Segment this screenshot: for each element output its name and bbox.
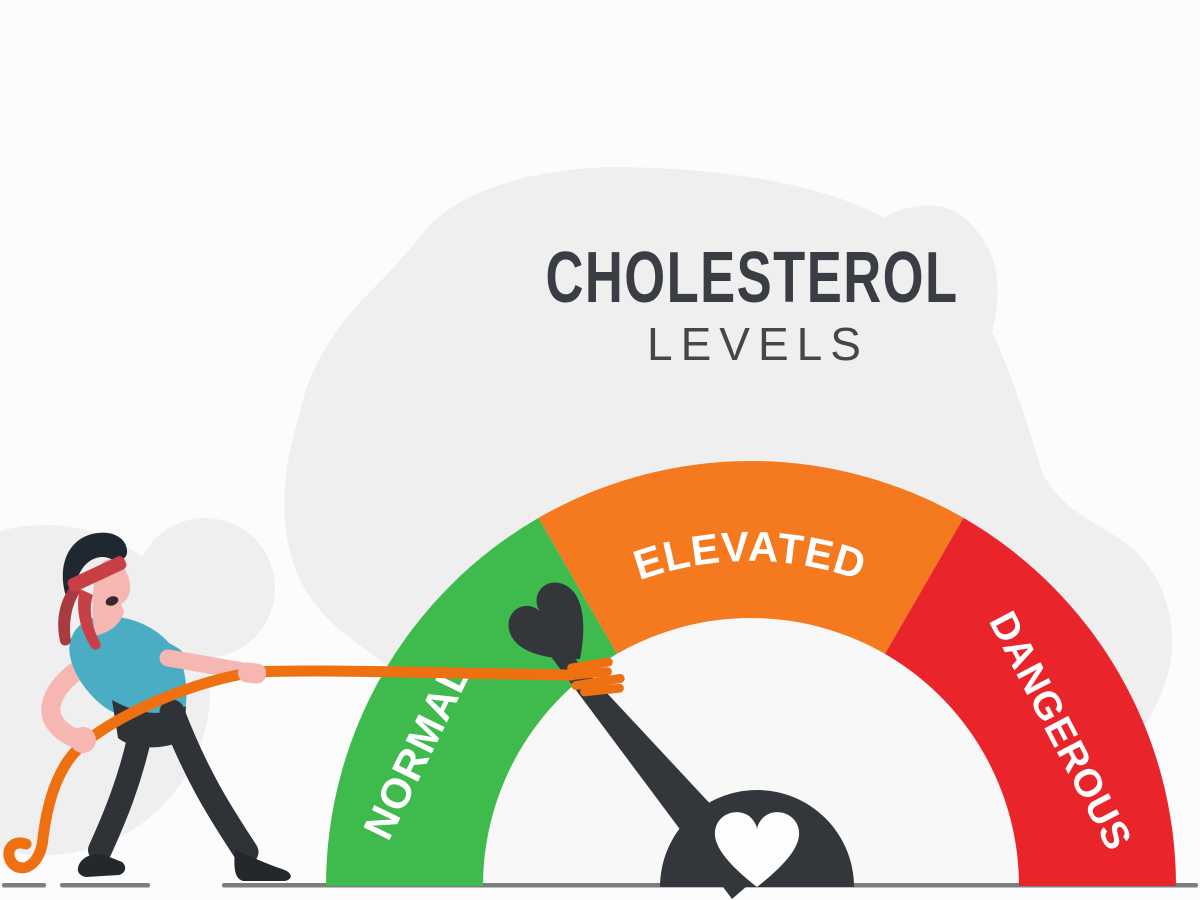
man-front-arm [159,649,252,680]
rope-coil [567,657,613,673]
man-front-shoe [234,850,291,881]
headband-tail [78,589,101,650]
headband-band [67,556,127,592]
man-pulling-rope [41,532,291,881]
man-grip-fist [70,727,96,753]
man-back-leg [88,723,152,862]
gauge-segment-elevated [538,460,964,654]
man-mouth [105,596,119,606]
headband-tail-shadow [58,584,81,646]
rope-coils [560,657,625,697]
rope-coil [580,683,624,697]
rope-coil [560,667,612,681]
rope [3,657,625,874]
page-title: CHOLESTEROL [545,238,958,318]
man-hair [62,532,128,596]
title-block: CHOLESTEROL LEVELS [545,238,958,370]
man-grip-hand [237,662,267,684]
heart-icon [714,812,800,887]
rope-coil [571,673,625,691]
gauge-needle [508,582,854,899]
man-back-shoe [77,854,126,877]
ground-line-segment [60,883,150,888]
needle-tip-spade-icon [508,582,584,660]
ground-line-segment [2,883,46,888]
page-subtitle: LEVELS [647,318,869,370]
man-headband [58,556,127,650]
gauge-segment-dangerous [885,517,1176,886]
